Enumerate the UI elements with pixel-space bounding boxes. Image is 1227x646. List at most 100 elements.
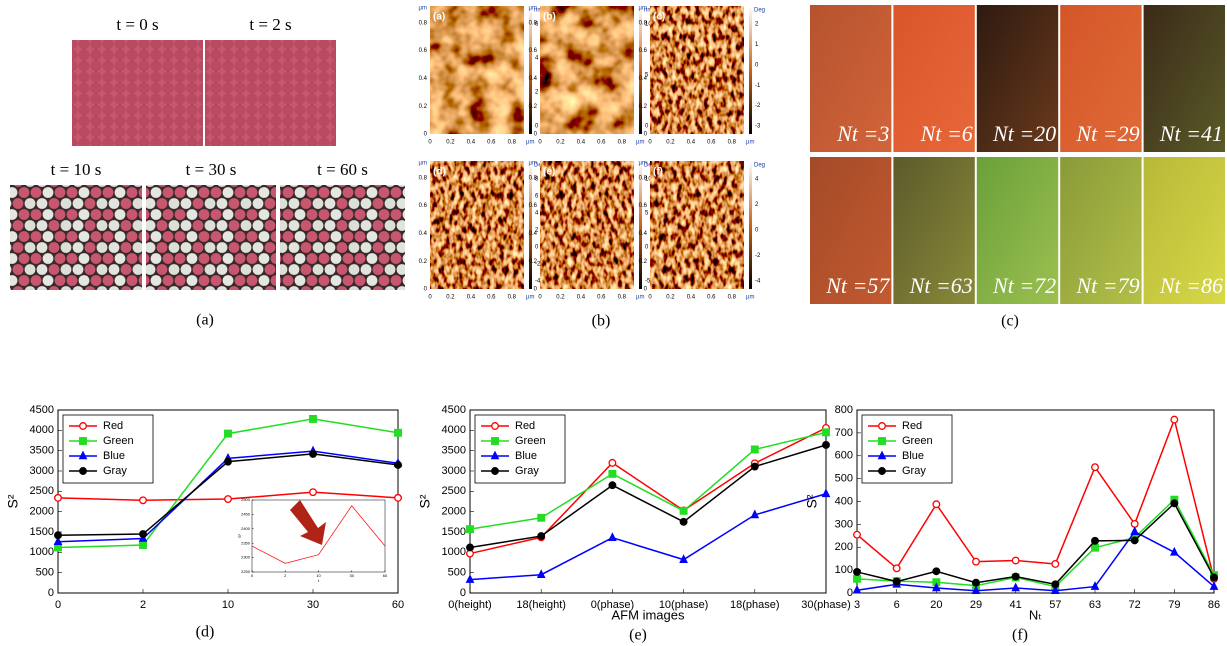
afm-y-tick: 0.6	[639, 203, 648, 209]
marker	[854, 569, 861, 576]
y-tick-label: 4500	[30, 404, 54, 416]
afm-y-unit: µm	[529, 161, 537, 167]
afm-scale-tick: 2	[535, 90, 539, 96]
afm-scale-tick: 2	[755, 202, 759, 208]
marker	[538, 533, 545, 540]
y-tick-label: 500	[835, 473, 853, 485]
afm-scale-tick: -4	[755, 279, 761, 285]
afm-y-tick: 0.2	[529, 104, 538, 110]
marker	[140, 531, 147, 538]
panel-caption: (a)	[196, 312, 214, 329]
x-tick-label: 30	[350, 573, 355, 578]
frame-label: t = 10 s	[51, 160, 102, 179]
afm-scale-tick: 1	[755, 42, 759, 48]
afm-scale-tick: 0	[755, 228, 759, 234]
y-tick-label: 4000	[442, 424, 466, 436]
afm-y-tick: 0	[644, 287, 648, 293]
afm-y-tick: 0.2	[419, 104, 428, 110]
y-tick-label: 2400	[241, 526, 251, 531]
afm-label: (b)	[543, 12, 556, 23]
afm-y-tick: 0.8	[529, 20, 538, 26]
afm-y-tick: 0.2	[529, 259, 538, 265]
marker	[225, 430, 232, 437]
afm-x-unit: µm	[746, 295, 754, 301]
afm-x-tick: 0.6	[707, 295, 716, 301]
frame-label: t = 30 s	[186, 160, 237, 179]
frame-label: Nt =72	[992, 273, 1056, 298]
afm-image	[650, 161, 744, 289]
marker	[80, 468, 87, 475]
afm-label: (d)	[433, 167, 446, 178]
marker	[879, 438, 886, 445]
afm-scale-tick: 4	[535, 211, 539, 217]
afm-colorbar	[749, 6, 752, 134]
afm-scale-tick: -2	[755, 253, 761, 259]
afm-x-tick: 0.8	[618, 140, 627, 146]
marker	[310, 489, 317, 496]
marker	[933, 501, 940, 508]
marker	[395, 462, 402, 469]
y-tick-label: 800	[835, 404, 853, 416]
y-tick-label: 2500	[241, 497, 251, 502]
afm-x-tick: 0.4	[467, 295, 476, 301]
marker	[140, 542, 147, 549]
afm-y-tick: 0.4	[419, 76, 428, 82]
x-tick-label: 18(height)	[516, 599, 566, 611]
marker	[225, 458, 232, 465]
afm-x-tick: 0.2	[666, 295, 675, 301]
afm-y-tick: 0.4	[529, 231, 538, 237]
y-tick-label: 0	[847, 587, 853, 599]
frame-label: Nt =57	[825, 273, 890, 298]
x-tick-label: 2	[140, 599, 146, 611]
afm-y-unit: µm	[529, 6, 537, 12]
afm-x-tick: 0.2	[446, 140, 455, 146]
marker	[1012, 557, 1019, 564]
panel-caption: (b)	[592, 313, 611, 330]
panel-caption: (e)	[629, 627, 647, 644]
afm-x-tick: 0.2	[666, 140, 675, 146]
afm-image	[430, 6, 524, 134]
afm-y-tick: 0	[534, 132, 538, 138]
x-tick-label: 63	[1089, 599, 1101, 611]
frame-label: Nt =3	[836, 121, 889, 146]
afm-y-tick: 0.2	[419, 259, 428, 265]
marker	[933, 568, 940, 575]
afm-y-tick: 0	[424, 287, 428, 293]
afm-scale-tick: -1	[755, 83, 761, 89]
y-tick-label: 3500	[30, 445, 54, 457]
y-tick-label: 0	[48, 587, 54, 599]
frame-label: t = 0 s	[116, 15, 158, 34]
afm-y-tick: 0.4	[639, 231, 648, 237]
afm-y-tick: 0.6	[419, 48, 428, 54]
afm-label: (c)	[653, 12, 665, 23]
afm-y-tick: 0.8	[639, 175, 648, 181]
marker	[55, 495, 62, 502]
marker	[680, 508, 687, 515]
afm-y-tick: 0	[534, 287, 538, 293]
marker	[225, 496, 232, 503]
marker	[55, 544, 62, 551]
afm-y-unit: µm	[639, 161, 647, 167]
marker	[973, 558, 980, 565]
marker	[492, 423, 499, 430]
marker	[1092, 544, 1099, 551]
afm-x-tick: 0.4	[687, 295, 696, 301]
afm-y-tick: 0.6	[529, 203, 538, 209]
afm-x-unit: µm	[526, 295, 534, 301]
x-axis-label: AFM images	[612, 607, 685, 622]
y-axis-label: S²	[804, 494, 820, 508]
afm-x-tick: 0.2	[556, 140, 565, 146]
bead-photo	[205, 40, 336, 146]
marker	[680, 519, 687, 526]
afm-x-tick: 0	[538, 295, 542, 301]
afm-x-tick: 0.4	[577, 140, 586, 146]
afm-scale-tick: -2	[755, 103, 761, 109]
afm-scale-tick: 2	[755, 22, 759, 28]
y-tick-label: 1500	[30, 526, 54, 538]
marker	[492, 438, 499, 445]
afm-scale-tick: 4	[535, 56, 539, 62]
legend-label: Blue	[902, 450, 924, 462]
y-tick-label: 400	[835, 495, 853, 507]
y-tick-label: 500	[448, 567, 466, 579]
afm-image	[540, 161, 634, 289]
